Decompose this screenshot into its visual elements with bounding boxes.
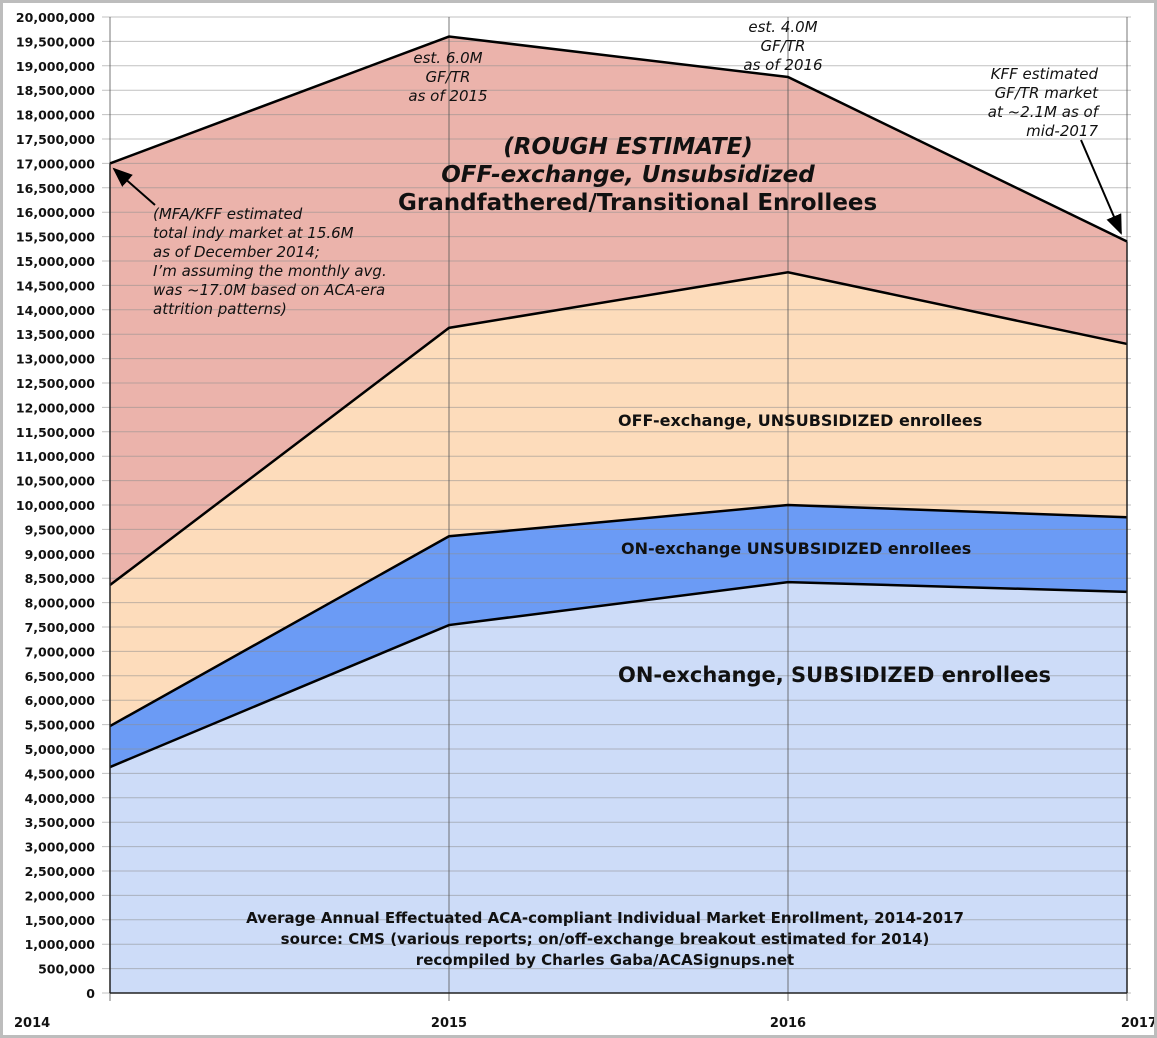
- y-tick-label: 11,000,000: [16, 449, 95, 464]
- series-label-off-unsubsidized: OFF-exchange, UNSUBSIDIZED enrollees: [618, 411, 983, 430]
- y-tick-label: 12,000,000: [16, 400, 95, 415]
- y-tick-label: 2,500,000: [25, 864, 96, 879]
- area-series-3: [110, 36, 1127, 586]
- chart-title-block: Average Annual Effectuated ACA-compliant…: [110, 908, 1100, 971]
- series-label-on-unsubsidized: ON-exchange UNSUBSIDIZED enrollees: [621, 539, 972, 558]
- area-series-0: [110, 582, 1127, 993]
- y-tick-label: 12,500,000: [16, 376, 95, 391]
- y-tick-label: 3,500,000: [25, 815, 96, 830]
- y-tick-label: 11,500,000: [16, 425, 95, 440]
- y-tick-label: 19,500,000: [16, 34, 95, 49]
- x-tick-label: 2016: [770, 1016, 806, 1031]
- y-tick-label: 17,500,000: [16, 132, 95, 147]
- series-label-on-subsidized: ON-exchange, SUBSIDIZED enrollees: [618, 663, 1052, 687]
- annotation-line: mid-2017: [1026, 122, 1098, 140]
- series-boundary-line-2: [109, 270, 1128, 587]
- y-tick-label: 6,000,000: [25, 693, 96, 708]
- y-tick-label: 2,000,000: [25, 888, 96, 903]
- y-tick-label: 16,000,000: [16, 205, 95, 220]
- y-tick-label: 16,500,000: [16, 181, 95, 196]
- chart-credit: recompiled by Charles Gaba/ACASignups.ne…: [415, 951, 795, 969]
- annotation-line: at ~2.1M as of: [987, 103, 1098, 121]
- y-tick-label: 18,500,000: [16, 83, 95, 98]
- annotation-line: est. 4.0M: [748, 18, 818, 36]
- y-tick-label: 15,500,000: [16, 230, 95, 245]
- y-tick-label: 19,000,000: [16, 59, 95, 74]
- annotation-line: GF/TR market: [994, 84, 1098, 102]
- y-tick-label: 3,000,000: [25, 840, 96, 855]
- annotation-line: as of December 2014;: [153, 243, 320, 261]
- y-tick-label: 1,000,000: [25, 937, 96, 952]
- y-tick-label: 9,500,000: [25, 522, 96, 537]
- y-tick-label: 6,500,000: [25, 669, 96, 684]
- annotation-line: KFF estimated: [990, 65, 1098, 83]
- y-tick-label: 10,000,000: [16, 498, 95, 513]
- annotation-line: est. 6.0M: [413, 49, 483, 67]
- annotation-2015: est. 6.0M GF/TR as of 2015: [388, 49, 508, 106]
- y-tick-label: 8,000,000: [25, 596, 96, 611]
- annotation-line: as of 2016: [743, 56, 823, 74]
- series-boundary-line-0: [109, 580, 1128, 769]
- chart-title: Average Annual Effectuated ACA-compliant…: [246, 909, 964, 927]
- annotation-2016: est. 4.0M GF/TR as of 2016: [723, 18, 843, 75]
- series-boundary-line-3: [109, 35, 1128, 243]
- series-label-line: (ROUGH ESTIMATE): [503, 134, 753, 160]
- x-tick-label: 2017: [1121, 1016, 1157, 1031]
- series-label-line: OFF-exchange, Unsubsidized: [441, 162, 815, 188]
- annotation-line: I’m assuming the monthly avg.: [153, 262, 387, 280]
- stacked-area-chart: 0 500,000 1,000,000 1,500,000 2,000,000 2,500…: [14, 10, 1157, 1031]
- annotation-line: was ~17.0M based on ACA-era: [153, 281, 386, 299]
- annotation-line: total indy market at 15.6M: [153, 224, 354, 242]
- y-tick-label: 5,500,000: [25, 718, 96, 733]
- y-tick-label: 20,000,000: [16, 10, 95, 25]
- y-tick-label: 7,000,000: [25, 644, 96, 659]
- y-tick-label: 13,500,000: [16, 327, 95, 342]
- y-tick-label: 7,500,000: [25, 620, 96, 635]
- y-tick-label: 17,000,000: [16, 156, 95, 171]
- y-tick-label: 0: [86, 986, 95, 1001]
- area-series-2: [110, 272, 1127, 727]
- x-tick-label: 2015: [431, 1016, 467, 1031]
- y-tick-label: 1,500,000: [25, 913, 96, 928]
- annotation-line: GF/TR: [425, 68, 471, 86]
- arrow-2017: [1080, 139, 1122, 235]
- annotation-line: attrition patterns): [153, 300, 287, 318]
- y-tick-label: 9,000,000: [25, 547, 96, 562]
- y-tick-label: 4,000,000: [25, 791, 96, 806]
- annotation-2014: (MFA/KFF estimated total indy market at …: [153, 205, 387, 319]
- y-tick-label: 14,000,000: [16, 303, 95, 318]
- annotation-line: as of 2015: [408, 87, 488, 105]
- y-tick-label: 10,500,000: [16, 474, 95, 489]
- y-tick-label: 14,500,000: [16, 278, 95, 293]
- y-tick-label: 5,000,000: [25, 742, 96, 757]
- y-tick-label: 8,500,000: [25, 571, 96, 586]
- y-tick-label: 15,000,000: [16, 254, 95, 269]
- y-tick-label: 18,000,000: [16, 108, 95, 123]
- chart-subtitle: source: CMS (various reports; on/off-exc…: [280, 930, 930, 948]
- series-boundary-line-1: [109, 503, 1128, 728]
- arrow-2014: [112, 167, 156, 206]
- annotation-line: GF/TR: [760, 37, 806, 55]
- y-tick-label: 4,500,000: [25, 766, 96, 781]
- y-tick-label: 500,000: [38, 962, 95, 977]
- x-tick-label: 2014: [14, 1016, 50, 1031]
- series-label-line: Grandfathered/Transitional Enrollees: [398, 190, 878, 216]
- series-label-gftr: (ROUGH ESTIMATE) OFF-exchange, Unsubsidi…: [398, 133, 878, 217]
- annotation-2017: KFF estimated GF/TR market at ~2.1M as o…: [963, 65, 1098, 141]
- annotation-line: (MFA/KFF estimated: [153, 205, 303, 223]
- area-series-1: [110, 505, 1127, 768]
- y-tick-label: 13,000,000: [16, 352, 95, 367]
